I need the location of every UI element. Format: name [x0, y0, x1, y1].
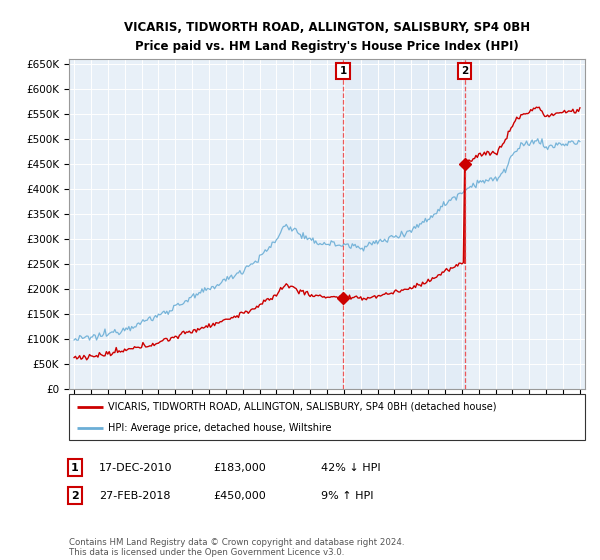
- Text: 17-DEC-2010: 17-DEC-2010: [99, 463, 173, 473]
- Text: Contains HM Land Registry data © Crown copyright and database right 2024.
This d: Contains HM Land Registry data © Crown c…: [69, 538, 404, 557]
- Text: £183,000: £183,000: [213, 463, 266, 473]
- Text: VICARIS, TIDWORTH ROAD, ALLINGTON, SALISBURY, SP4 0BH (detached house): VICARIS, TIDWORTH ROAD, ALLINGTON, SALIS…: [108, 402, 496, 412]
- Text: 2: 2: [71, 491, 79, 501]
- Text: HPI: Average price, detached house, Wiltshire: HPI: Average price, detached house, Wilt…: [108, 423, 331, 433]
- Text: 27-FEB-2018: 27-FEB-2018: [99, 491, 170, 501]
- Text: £450,000: £450,000: [213, 491, 266, 501]
- Text: 2: 2: [461, 66, 468, 76]
- Text: 1: 1: [340, 66, 347, 76]
- Text: 1: 1: [71, 463, 79, 473]
- FancyBboxPatch shape: [69, 394, 585, 440]
- Title: VICARIS, TIDWORTH ROAD, ALLINGTON, SALISBURY, SP4 0BH
Price paid vs. HM Land Reg: VICARIS, TIDWORTH ROAD, ALLINGTON, SALIS…: [124, 21, 530, 53]
- Text: 9% ↑ HPI: 9% ↑ HPI: [321, 491, 373, 501]
- Text: 42% ↓ HPI: 42% ↓ HPI: [321, 463, 380, 473]
- Bar: [343, 59, 464, 389]
